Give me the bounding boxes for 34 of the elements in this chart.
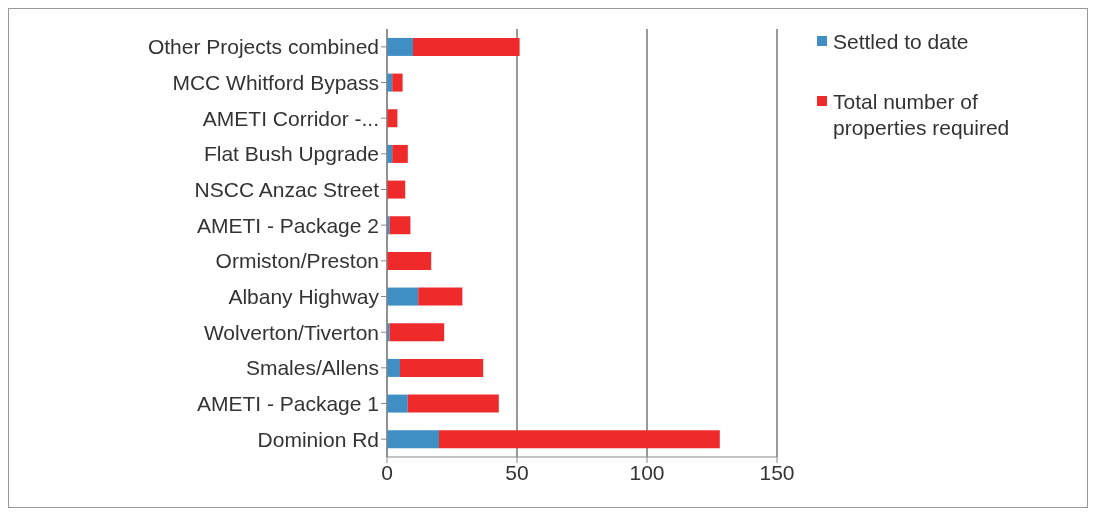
y-tick-label: AMETI - Package 1 bbox=[196, 391, 379, 415]
bar bbox=[418, 287, 463, 306]
bar bbox=[413, 37, 520, 56]
bar bbox=[387, 180, 406, 199]
bar bbox=[392, 73, 403, 92]
x-tick-label: 50 bbox=[505, 460, 529, 484]
y-tick-label: Dominion Rd bbox=[257, 427, 379, 451]
bar bbox=[389, 323, 445, 342]
bar bbox=[387, 37, 413, 56]
legend-label: Total number of properties required bbox=[833, 89, 1011, 141]
y-tick-label: Ormiston/Preston bbox=[215, 249, 379, 273]
y-tick-label: MCC Whitford Bypass bbox=[172, 70, 379, 94]
bar bbox=[400, 358, 484, 377]
bar bbox=[387, 430, 439, 449]
bar bbox=[387, 358, 400, 377]
x-tick-label: 100 bbox=[629, 460, 665, 484]
y-tick-label: AMETI - Package 2 bbox=[196, 213, 379, 237]
y-tick-label: Albany Highway bbox=[228, 284, 380, 308]
bar bbox=[387, 394, 408, 413]
y-tick-label: Flat Bush Upgrade bbox=[203, 142, 379, 166]
bar bbox=[392, 144, 408, 163]
legend-label: Settled to date bbox=[833, 29, 969, 55]
y-tick-label: NSCC Anzac Street bbox=[194, 177, 380, 201]
bar bbox=[439, 430, 720, 449]
y-tick-label: Wolverton/Tiverton bbox=[203, 320, 379, 344]
bar bbox=[407, 394, 499, 413]
x-tick-label: 0 bbox=[381, 460, 393, 484]
bar bbox=[387, 287, 419, 306]
y-tick-label: AMETI Corridor -... bbox=[202, 106, 379, 130]
bar bbox=[387, 251, 432, 270]
y-tick-label: Other Projects combined bbox=[147, 35, 379, 59]
x-tick-label: 150 bbox=[759, 460, 795, 484]
bar bbox=[389, 216, 411, 235]
y-tick-label: Smales/Allens bbox=[245, 356, 379, 380]
